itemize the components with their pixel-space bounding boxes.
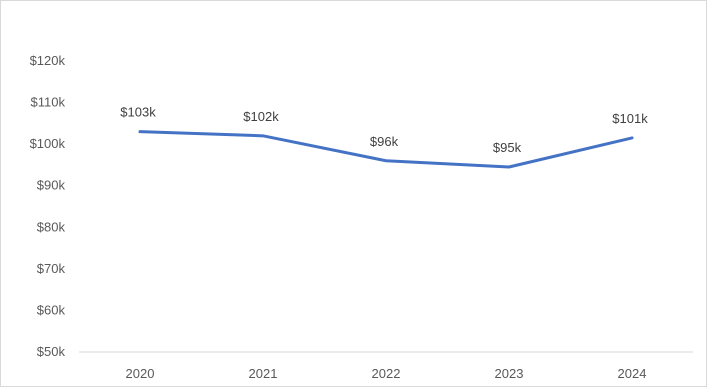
x-tick-label: 2023 — [495, 366, 524, 381]
x-tick-label: 2021 — [249, 366, 278, 381]
x-tick-label: 2022 — [372, 366, 401, 381]
data-label: $95k — [493, 140, 522, 155]
data-label: $102k — [243, 109, 279, 124]
x-axis-ticks: 2020 2021 2022 2023 2024 — [126, 366, 647, 381]
y-tick-label: $110k — [31, 95, 66, 110]
x-tick-label: 2024 — [618, 366, 647, 381]
x-tick-label: 2020 — [126, 366, 155, 381]
series-line — [138, 130, 634, 169]
y-tick-label: $50k — [37, 344, 66, 359]
y-tick-label: $100k — [30, 136, 66, 151]
y-axis-ticks: $50k $60k $70k $80k $90k $100k $110k $120k — [30, 53, 66, 359]
y-tick-label: $90k — [37, 178, 66, 193]
data-label: $103k — [120, 105, 156, 120]
y-tick-label: $70k — [37, 261, 66, 276]
y-tick-label: $60k — [37, 302, 66, 317]
y-tick-label: $120k — [30, 53, 66, 68]
data-label: $96k — [370, 134, 399, 149]
data-labels: $103k $102k $96k $95k $101k — [120, 105, 648, 155]
data-label: $101k — [612, 111, 648, 126]
y-tick-label: $80k — [37, 219, 66, 234]
